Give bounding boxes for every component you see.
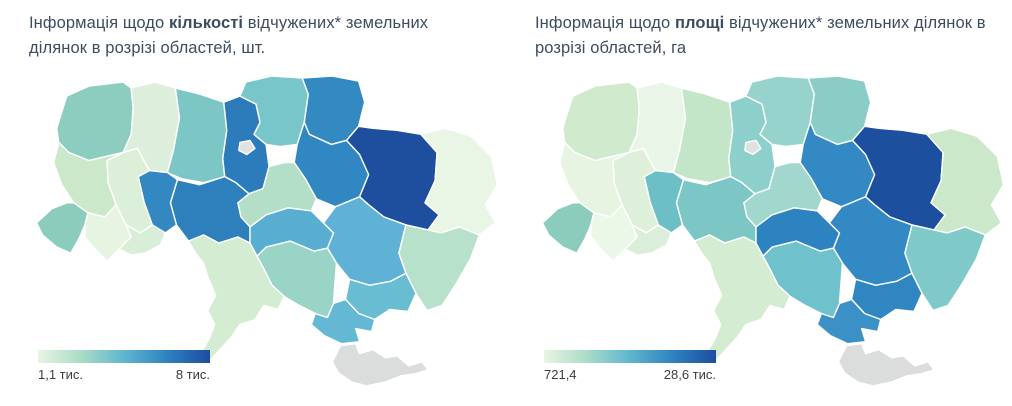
title-keyword: площі [674, 14, 725, 32]
legend-max-label: 8 тис. [175, 367, 210, 382]
page-title: Інформація щодо площі відчужених* земель… [535, 11, 991, 61]
choropleth-map-count [26, 75, 500, 396]
title-suffix: відчужених* земельних ділянок в розрізі … [535, 14, 986, 57]
legend-area: 721,4 28,6 тис. [544, 350, 716, 382]
choropleth-map-area [532, 75, 1006, 396]
legend-min-label: 721,4 [544, 367, 577, 382]
title-prefix: Інформація щодо [29, 14, 169, 32]
page-title: Інформація щодо кількості відчужених* зе… [29, 11, 485, 61]
title-suffix: відчужених* земельних ділянок в розрізі … [29, 14, 429, 57]
region-odesa[interactable] [187, 234, 285, 363]
region-chernivtsi[interactable] [118, 224, 167, 256]
legend-min-label: 1,1 тис. [38, 367, 84, 382]
region-volyn[interactable] [562, 81, 640, 162]
ukraine-map-count [35, 75, 499, 387]
legend-count: 1,1 тис. 8 тис. [38, 350, 210, 382]
title-prefix: Інформація щодо [535, 14, 675, 32]
legend-max-label: 28,6 тис. [663, 367, 716, 382]
region-zakarpattia[interactable] [541, 202, 595, 254]
region-kyiv_city[interactable] [744, 139, 762, 156]
region-crimea[interactable] [837, 342, 935, 387]
region-vinnytsia[interactable] [675, 175, 757, 244]
legend-gradient-bar [544, 350, 716, 363]
legend-gradient-bar [38, 350, 210, 363]
title-keyword: кількості [168, 14, 244, 32]
region-chernivtsi[interactable] [624, 224, 673, 256]
region-vinnytsia[interactable] [169, 175, 251, 244]
region-crimea[interactable] [331, 342, 429, 387]
panel-area: Інформація щодо площі відчужених* земель… [506, 0, 1012, 406]
region-kyiv_city[interactable] [238, 139, 256, 156]
region-zakarpattia[interactable] [35, 202, 89, 254]
region-odesa[interactable] [693, 234, 791, 363]
panel-count: Інформація щодо кількості відчужених* зе… [26, 11, 500, 396]
region-volyn[interactable] [56, 81, 134, 162]
ukraine-map-area [541, 75, 1005, 387]
